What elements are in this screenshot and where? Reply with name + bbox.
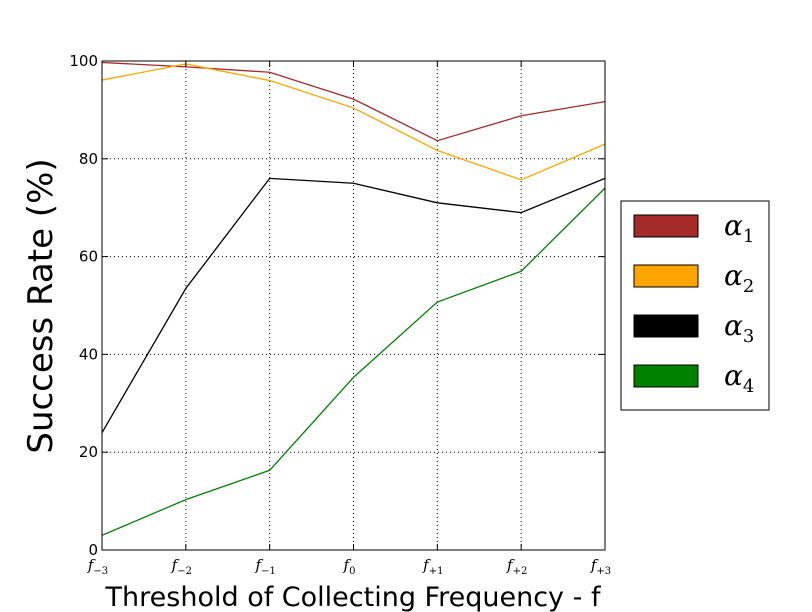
series-line-alpha4 [101,187,606,536]
x-tick-label: f−2 [171,556,192,577]
y-tick-label: 40 [79,345,98,363]
legend-swatch-alpha1 [633,214,699,238]
x-tick-label: f−1 [255,556,276,577]
y-axis-ticks: 0 20 40 60 80 100 [69,52,605,559]
y-tick-label: 20 [79,443,98,461]
y-axis-title: Success Rate (%) [21,158,61,453]
legend-label-alpha1: α1 [724,209,754,247]
legend: α1 α2 α3 α4 [620,200,770,411]
x-tick-label: f+2 [506,556,527,577]
y-tick-label: 0 [88,541,98,559]
legend-label-alpha3: α3 [724,309,754,347]
y-tick-label: 80 [79,150,98,168]
x-tick-label: f+1 [422,556,443,577]
x-tick-label: f0 [343,556,356,577]
series-line-alpha3 [101,177,606,433]
legend-label-alpha2: α2 [724,259,754,297]
x-axis-title: Threshold of Collecting Frequency - f [105,582,602,612]
y-tick-label: 100 [69,52,98,70]
legend-swatch-alpha2 [633,264,699,288]
legend-label-alpha4: α4 [724,359,754,397]
legend-swatch-alpha4 [633,364,699,388]
x-tick-label: f+3 [590,556,611,577]
y-tick-label: 60 [79,248,98,266]
x-tick-label: f−3 [87,556,108,577]
grid-lines [102,61,605,550]
series-lines [101,61,606,536]
legend-swatch-alpha3 [633,314,699,338]
x-axis-ticks: f−3 f−2 f−1 f0 f+1 f+2 f+3 [87,61,611,577]
